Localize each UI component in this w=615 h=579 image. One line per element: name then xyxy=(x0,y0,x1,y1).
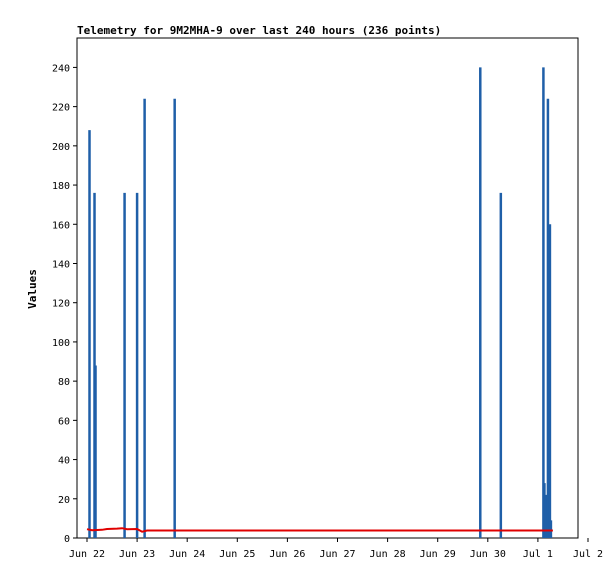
y-tick-label: 80 xyxy=(58,377,70,388)
y-tick-label: 60 xyxy=(58,416,70,427)
x-tick-label: Jul 1 xyxy=(523,549,553,560)
chart-title: Telemetry for 9M2MHA-9 over last 240 hou… xyxy=(77,24,441,37)
x-tick-label: Jun 26 xyxy=(269,549,305,560)
x-tick-label: Jun 22 xyxy=(69,549,105,560)
x-tick-label: Jun 29 xyxy=(420,549,456,560)
x-tick-label: Jun 27 xyxy=(319,549,355,560)
y-tick-label: 200 xyxy=(52,142,70,153)
y-tick-label: 100 xyxy=(52,338,70,349)
x-tick-label: Jun 25 xyxy=(219,549,255,560)
x-axis: Jun 22 Jun 23 Jun 24 Jun 25 Jun 26 Jun 27 Jun … xyxy=(69,538,603,560)
y-tick-label: 0 xyxy=(64,534,70,545)
x-tick-label: Jun 23 xyxy=(119,549,155,560)
x-tick-label: Jun 28 xyxy=(370,549,406,560)
x-tick-label: Jun 30 xyxy=(470,549,506,560)
y-tick-label: 140 xyxy=(52,259,70,270)
x-tick-label: Jul 2 xyxy=(573,549,603,560)
y-tick-label: 20 xyxy=(58,495,70,506)
y-axis: 0 20 40 60 80 100 120 140 160 180 200 220 240 xyxy=(52,63,77,545)
y-tick-label: 40 xyxy=(58,456,70,467)
y-tick-label: 120 xyxy=(52,299,70,310)
y-tick-label: 240 xyxy=(52,63,70,74)
series-line xyxy=(86,527,553,533)
plot-area xyxy=(86,67,553,538)
y-tick-label: 160 xyxy=(52,220,70,231)
plot-frame xyxy=(76,37,579,539)
x-tick-label: Jun 24 xyxy=(169,549,205,560)
y-tick-label: 220 xyxy=(52,103,70,114)
y-axis-label: Values xyxy=(26,269,39,309)
y-tick-label: 180 xyxy=(52,181,70,192)
